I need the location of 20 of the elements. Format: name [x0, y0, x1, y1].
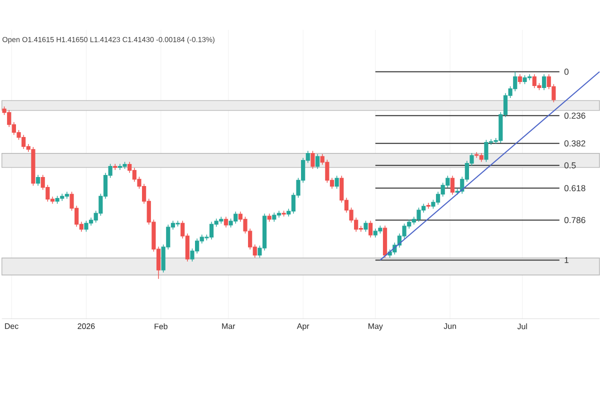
candlestick	[36, 174, 40, 186]
candlestick	[310, 150, 315, 170]
candlestick	[542, 74, 546, 90]
candlestick	[450, 175, 455, 195]
annotation: 1	[564, 256, 568, 263]
candlestick	[426, 202, 430, 209]
candlestick	[282, 210, 286, 217]
candlestick	[224, 216, 228, 228]
annotation: 0.5	[564, 162, 576, 168]
candlestick	[518, 74, 522, 84]
candlestick	[364, 220, 368, 232]
annotation: 0.786	[564, 216, 586, 223]
annotation: 0.236	[564, 112, 586, 119]
annotation: 0.382	[564, 140, 586, 146]
candlestick	[113, 163, 118, 170]
annotation: 0.618	[564, 184, 586, 192]
candlestick	[368, 220, 373, 238]
candlestick	[334, 175, 339, 189]
annotation: 0	[564, 68, 569, 75]
candlestick	[315, 153, 320, 170]
